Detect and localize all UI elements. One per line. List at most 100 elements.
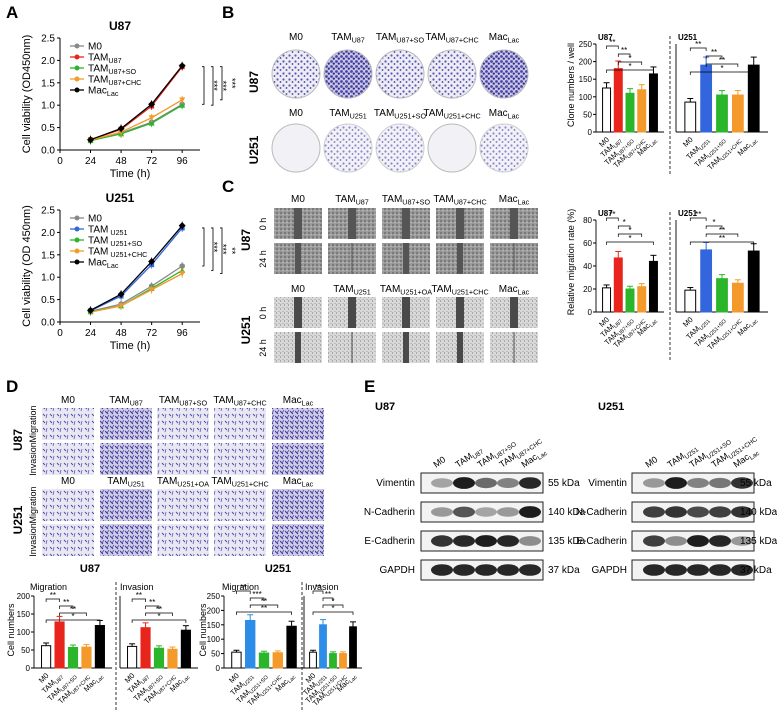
assay-label: Invasion [28, 523, 38, 557]
label-main: TAM [433, 194, 453, 205]
blot-title-u251: U251 [598, 401, 624, 413]
sig-stars: * [623, 218, 626, 227]
assay-label: Migration [28, 486, 38, 523]
transwell-label-bottom: M0 [61, 476, 75, 487]
protein-band [709, 535, 731, 547]
protein-band [453, 506, 475, 518]
wound-label-bottom: MacLac [499, 284, 530, 297]
label-subscript: U87 [352, 36, 365, 45]
label-subscript: Lac [508, 112, 520, 121]
protein-band [497, 564, 519, 576]
y-tick-label: 200 [17, 592, 31, 601]
protein-label: Vimentin [588, 478, 627, 489]
sig-bracket [211, 227, 214, 271]
transwell-label-top: TAMU87 [109, 395, 143, 408]
chart-title: U87 [598, 33, 613, 42]
transwell-image [214, 443, 266, 475]
protein-band [643, 535, 665, 547]
label-main: TAM [425, 32, 445, 43]
chart-title: U251 [678, 209, 698, 218]
label-subscript: Lac [518, 288, 530, 297]
row-label-u251: U251 [11, 505, 25, 534]
sig-bracket [249, 597, 265, 601]
label-subscript: Lac [302, 480, 314, 489]
lane-label: M0 [643, 454, 659, 469]
sig-bracket [59, 605, 74, 609]
sig-bracket [606, 241, 654, 245]
label-main: Mac [499, 284, 518, 295]
label-subscript: Lac [181, 674, 192, 685]
protein-band [687, 506, 709, 518]
label-subscript: Lac [749, 138, 760, 149]
x-axis-label: Time (h) [110, 340, 151, 352]
label-subscript: U87+CHC [446, 36, 479, 45]
kda-label: 135 kDa [740, 536, 777, 547]
wound-label-bottom: M0 [291, 284, 305, 295]
panel-e-letter: E [364, 377, 375, 396]
y-tick-label: 2.5 [41, 206, 55, 217]
y-tick-label: 150 [17, 610, 31, 619]
bar-4 [747, 64, 760, 133]
chart-title: U251 [106, 191, 135, 205]
wound-label-top: TAMU87+SO [382, 194, 431, 207]
sig-stars: * [331, 604, 334, 613]
bar-2 [258, 652, 270, 669]
label-main: TAM [423, 108, 443, 119]
protein-band [519, 477, 541, 489]
label-subscript: U251 [354, 288, 371, 297]
bar-0 [309, 651, 317, 669]
sig-stars: * [628, 62, 631, 71]
label-main: TAM [109, 395, 129, 406]
label-main: Mac [489, 32, 508, 43]
label-subscript: U251 [699, 318, 712, 331]
transwell-image [214, 489, 266, 521]
transwell-image [157, 408, 209, 440]
transwell-label-top: TAMU87+SO [159, 395, 208, 408]
legend-marker [74, 237, 80, 243]
label-main: TAM [211, 476, 231, 487]
bar-0 [127, 645, 138, 669]
y-tick-label: 150 [579, 75, 593, 84]
kda-label: 55 kDa [740, 478, 772, 489]
sig-bracket [705, 233, 739, 237]
assay-title: Migration [30, 582, 67, 592]
label-subscript: Lac [749, 318, 760, 329]
bar-0 [684, 289, 697, 313]
bar-3 [339, 653, 347, 669]
bar-1 [700, 249, 713, 313]
label-main: TAM [159, 395, 179, 406]
sig-stars: ** [719, 234, 725, 243]
x-tick-label: 24 [85, 156, 97, 167]
wound-gap [294, 297, 302, 328]
transwell-image [157, 443, 209, 475]
legend-label: MacLac [88, 258, 119, 271]
y-tick-label: 1.0 [41, 273, 55, 284]
protein-band [453, 477, 475, 489]
bar-0 [684, 101, 697, 133]
y-tick-label: 50 [211, 650, 220, 659]
label-main: TAM [376, 32, 396, 43]
label-subscript: U251+CHC [444, 112, 481, 121]
sig-bracket [689, 241, 755, 245]
legend-marker [74, 259, 80, 265]
sig-stars: ** [719, 226, 725, 235]
sig-stars: ** [156, 605, 162, 614]
sig-bracket [236, 590, 251, 594]
panel-a-u251-chart: U251 0.0 0.5 1.0 1.5 2.0 2.5 0 24 48 72 96 Time (h) C… [21, 191, 237, 352]
time-label: 24 h [258, 339, 268, 357]
x-tick-label: 24 [85, 328, 97, 339]
label-main: TAM [431, 284, 451, 295]
transwell-image [100, 408, 152, 440]
wound-label-top: TAMU87 [335, 194, 369, 207]
transwell-image [100, 443, 152, 475]
blot-strip [420, 501, 544, 523]
panel-c-bar-charts: Relative migration rate (%) 020406080M0TA… [566, 209, 768, 362]
plate-label-top: TAMU87+CHC [425, 32, 478, 45]
legend-label: M0 [88, 214, 102, 225]
sig-stars: ** [149, 598, 155, 607]
protein-band [475, 535, 497, 547]
label-main: M0 [88, 42, 102, 53]
x-tick-label: 0 [57, 328, 63, 339]
y-tick-label: 150 [207, 621, 221, 630]
